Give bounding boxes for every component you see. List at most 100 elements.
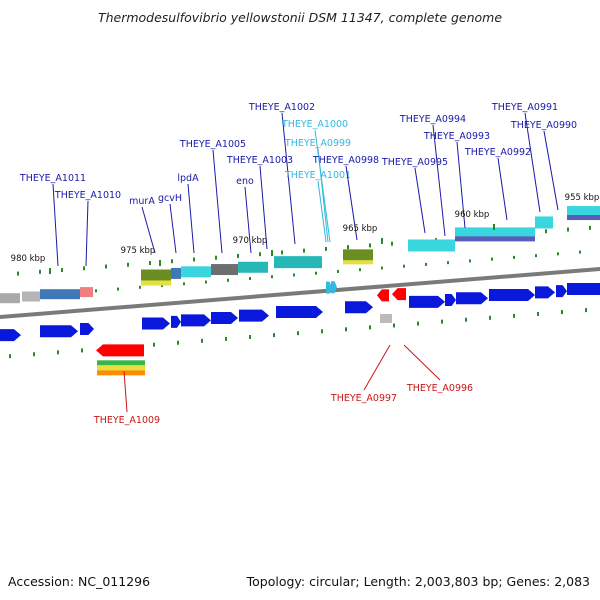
genome-backbone [0,266,600,320]
annotation-box [141,269,171,281]
gene-label: THEYE_A0990 [510,120,577,131]
gene-leader-line [432,124,446,237]
gene-leader-line [524,112,541,213]
annotation-box [380,314,392,323]
gene-label: THEYE_A1005 [179,139,246,150]
gene-label: gcvH [158,193,182,204]
gene-arrow [331,281,337,294]
gene-arrow [567,283,600,296]
annotation-box [0,293,20,304]
gene-label: THEYE_A0993 [423,131,490,142]
gene-arrow [142,317,170,330]
annotation-box [455,236,535,242]
gene-arrow [80,323,94,336]
gene-label: THEYE_A1002 [248,102,315,113]
gene-leader-line [403,344,441,381]
scale-labels: 980 kbp 975 kbp 970 kbp 965 kbp 960 kbp 955 k… [11,193,600,274]
gene-label: THEYE_A1011 [19,173,86,184]
annotation-box [97,370,145,376]
annotation-box [181,266,211,278]
gene-leader-line [497,157,508,221]
gene-arrow [0,329,21,342]
gene-arrow [556,285,567,298]
annotation-tracks [0,206,600,376]
gene-leader-line [52,183,59,267]
scale-label: 980 kbp [11,254,46,264]
gene-leader-line [345,165,358,241]
annotation-box [567,215,600,221]
gene-label: THEYE_A1010 [54,190,121,201]
gene-label: THEYE_A0999 [284,138,351,149]
gene-tracks [0,281,600,357]
gene-arrow [181,314,211,327]
annotation-box [97,365,145,371]
gene-label: murA [129,196,155,207]
gene-leader-line [363,344,391,391]
gene-label: lpdA [177,173,199,184]
accession-text: Accession: NC_011296 [8,574,150,589]
gene-arrow [409,295,445,308]
gene-arrow [326,281,332,294]
gene-leader-line [456,141,466,229]
gene-leader-line [85,200,89,267]
annotation-box [408,239,455,252]
gene-label: THEYE_A0995 [381,157,448,168]
gene-label: THEYE_A0992 [464,147,531,158]
gene-label: THEYE_A0994 [399,114,466,125]
gene-leader-line [281,112,296,245]
gene-label: eno [236,176,254,187]
annotation-box [343,260,373,265]
gene-leader-line [123,370,128,413]
annotation-box [343,249,373,261]
gene-leader-line [141,206,156,254]
annotation-box [171,267,181,279]
gene-label: THEYE_A0996 [406,383,473,394]
gene-label: THEYE_A1001 [284,170,351,181]
scale-label: 975 kbp [121,246,156,256]
gene-label: THEYE_A0991 [491,102,558,113]
gene-leader-line [317,148,329,243]
gene-arrow [456,292,488,305]
genome-summary: Topology: circular; Length: 2,003,803 bp… [246,574,590,589]
scale-label: 960 kbp [455,210,490,220]
annotation-box [80,287,93,298]
genome-title: Thermodesulfovibrio yellowstonii DSM 113… [98,10,502,25]
gene-leader-line [244,186,252,254]
gene-arrow [392,288,406,301]
gene-arrow [40,325,78,338]
annotation-box [141,280,171,286]
gene-label: THEYE_A1000 [281,119,348,130]
gene-leader-line [314,129,331,243]
annotation-box [97,360,145,366]
scale-label: 965 kbp [343,224,378,234]
gene-arrow [171,315,181,328]
gene-arrow [377,289,389,302]
gene-label: THEYE_A0997 [330,393,397,404]
gene-arrow [445,293,456,306]
gene-leader-line [187,183,195,254]
backbone-line [0,266,600,320]
gene-arrow [239,309,269,322]
gene-label: THEYE_A1003 [226,155,293,166]
gene-arrow [489,289,535,302]
annotation-box [274,256,322,269]
annotation-box [40,289,80,300]
gene-labels: THEYE_A1011 THEYE_A1010 murA gcvH lpdA THEYE_… [19,102,577,426]
gene-leader-line [317,180,327,243]
annotation-box [238,261,268,273]
annotation-box [211,264,238,276]
gene-leader-line [212,149,223,254]
gene-label: THEYE_A1009 [93,415,160,426]
annotation-box [22,291,40,302]
annotation-box [535,216,553,229]
gene-arrow [535,286,555,299]
gene-label: THEYE_A0998 [312,155,379,166]
gene-leader-line [414,167,426,234]
gene-arrow [276,306,323,319]
gene-arrow [345,301,373,314]
scale-label: 955 kbp [565,193,600,203]
gene-leader-line [543,130,559,211]
scale-label: 970 kbp [233,236,268,246]
gene-arrow [96,344,144,357]
